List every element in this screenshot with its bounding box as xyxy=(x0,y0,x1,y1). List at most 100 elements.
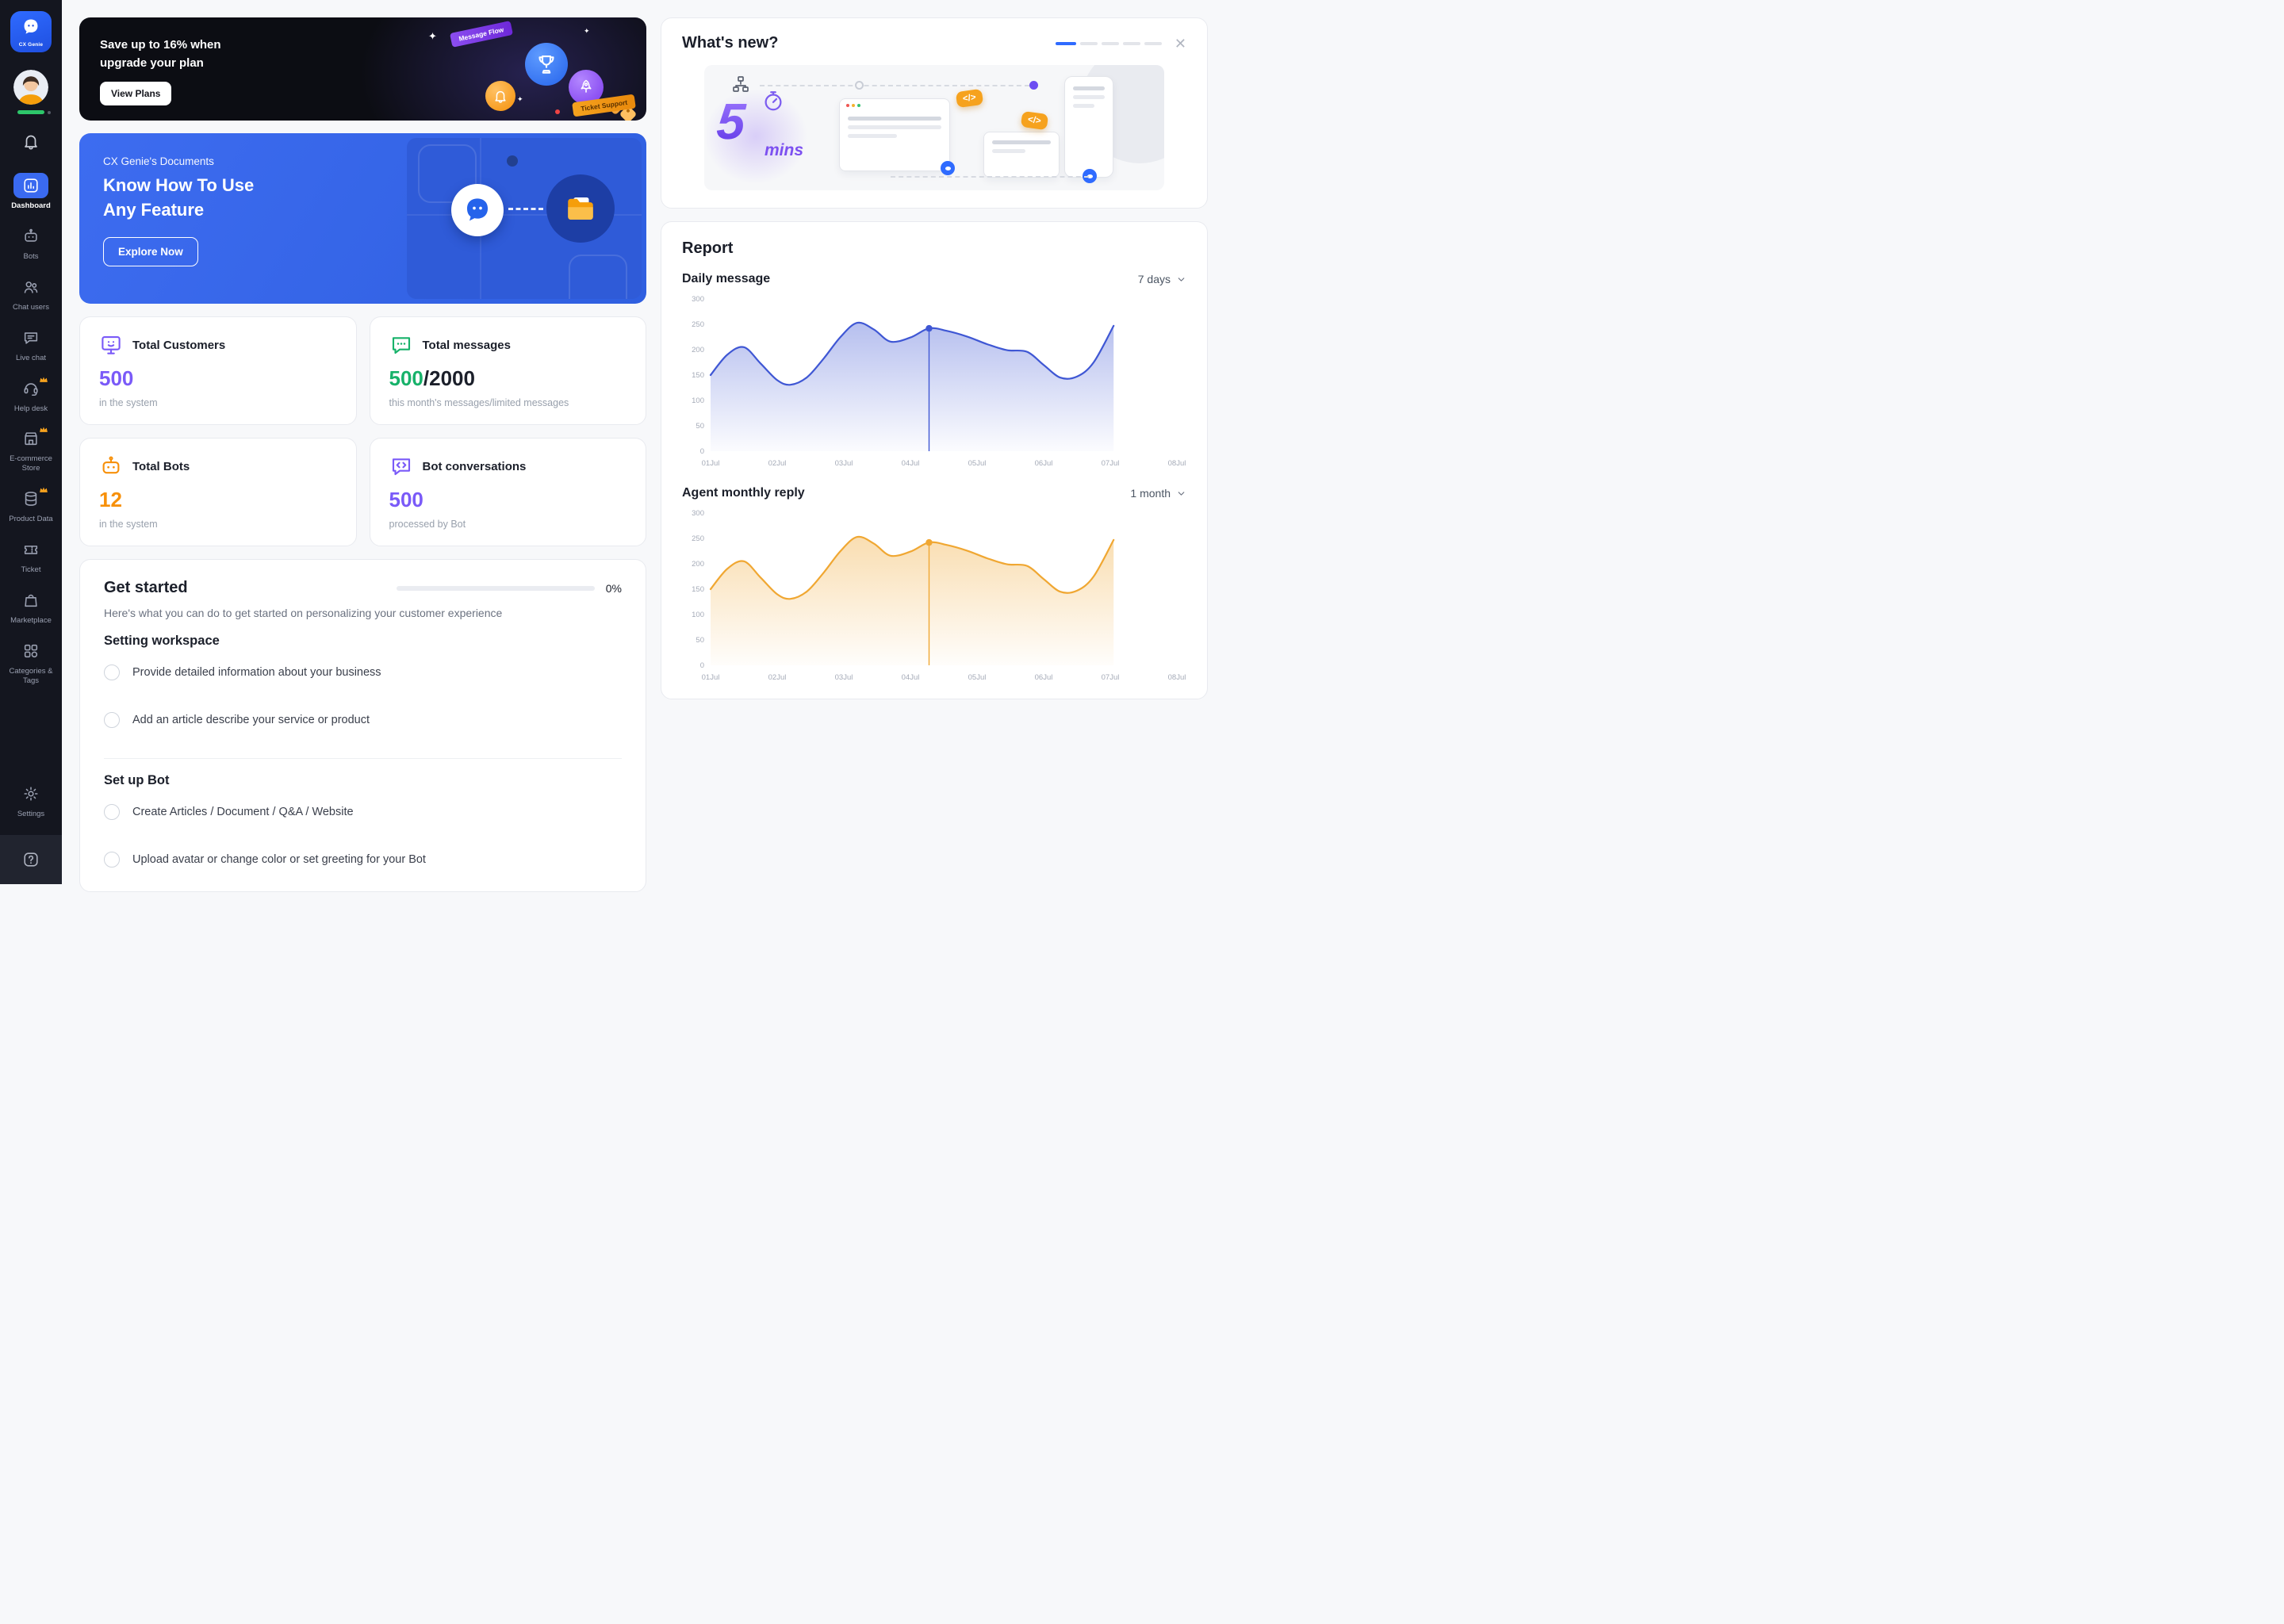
notification-bell-icon[interactable] xyxy=(21,132,40,151)
help-button[interactable] xyxy=(0,835,62,884)
sidebar-item-settings[interactable]: Settings xyxy=(0,775,62,825)
task-checkbox[interactable] xyxy=(104,804,120,820)
task-label: Provide detailed information about your … xyxy=(132,666,381,679)
get-started-progress: 0% xyxy=(396,582,622,595)
svg-text:01Jul: 01Jul xyxy=(702,459,720,468)
range-label: 7 days xyxy=(1137,273,1171,285)
task-item[interactable]: Upload avatar or change color or set gre… xyxy=(104,836,622,883)
sidebar-item-product-data[interactable]: Product Data xyxy=(0,480,62,530)
app-logo[interactable]: CX Genie xyxy=(10,11,52,52)
chart-title: Daily message xyxy=(682,272,771,285)
promo-title: Save up to 16% when upgrade your plan xyxy=(100,38,221,70)
nav-label: Categories & Tags xyxy=(9,666,53,685)
charts-container: Daily message 7 days 0 50 100 150 200 250 300 0… xyxy=(682,272,1186,686)
task-checkbox[interactable] xyxy=(104,852,120,868)
decorative-dot xyxy=(555,109,560,114)
sidebar-item-chat-users[interactable]: Chat users xyxy=(0,268,62,319)
svg-text:250: 250 xyxy=(692,320,704,329)
task-item[interactable]: Provide detailed information about your … xyxy=(104,649,622,696)
message-flow-ribbon: Message Flow xyxy=(449,21,513,48)
svg-text:08Jul: 08Jul xyxy=(1168,459,1186,468)
sidebar-item-live-chat[interactable]: Live chat xyxy=(0,319,62,370)
carousel-segment[interactable] xyxy=(1079,41,1098,45)
explore-now-button[interactable]: Explore Now xyxy=(103,236,198,266)
task-checkbox[interactable] xyxy=(104,665,120,680)
svg-text:100: 100 xyxy=(692,396,704,405)
ecommerce-icon xyxy=(22,430,40,447)
code-badge: </> xyxy=(955,88,983,109)
flowchart-icon xyxy=(731,75,750,94)
range-selector[interactable]: 1 month xyxy=(1130,487,1186,500)
stat-card-bot-conversations: Bot conversations 500 processed by Bot xyxy=(369,438,646,546)
nav-label: Bots xyxy=(23,251,39,261)
sidebar-nav: Dashboard Bots Chat users Live chat Help… xyxy=(0,167,62,692)
chart-canvas: 0 50 100 150 200 250 300 01Jul 02Jul 03Jul 04Jul 05… xyxy=(682,505,1186,686)
sidebar-item-ticket[interactable]: Ticket xyxy=(0,530,62,581)
get-started-card: Get started 0% Here's what you can do to… xyxy=(79,559,646,892)
close-icon[interactable]: ✕ xyxy=(1174,35,1186,52)
bots-icon xyxy=(99,454,123,478)
premium-crown-icon xyxy=(39,423,48,433)
chevron-down-icon xyxy=(1176,274,1186,285)
task-item[interactable]: Create Articles / Document / Q&A / Websi… xyxy=(104,788,622,836)
sidebar-item-help-desk[interactable]: Help desk xyxy=(0,370,62,420)
sidebar-item-bots[interactable]: Bots xyxy=(0,217,62,268)
connector-dashes xyxy=(508,208,543,210)
nav-label: Settings xyxy=(17,810,45,819)
browser-mockup xyxy=(839,98,955,175)
stat-value: 12 xyxy=(99,488,122,511)
stat-title: Total messages xyxy=(422,338,511,352)
five-minutes-badge: 5 mins xyxy=(715,91,812,179)
whats-new-title: What's new? xyxy=(682,34,779,52)
sidebar-item-marketplace[interactable]: Marketplace xyxy=(0,581,62,632)
product-data-icon xyxy=(22,490,40,508)
svg-text:06Jul: 06Jul xyxy=(1035,459,1053,468)
stat-caption: processed by Bot xyxy=(389,519,466,530)
nav-label: Ticket xyxy=(21,565,41,574)
get-started-subtitle: Here's what you can do to get started on… xyxy=(104,607,503,619)
carousel-segment[interactable] xyxy=(1055,41,1076,45)
nav-label: Product Data xyxy=(9,515,53,524)
nav-label: Dashboard xyxy=(11,201,51,210)
svg-text:50: 50 xyxy=(696,636,704,645)
view-plans-button[interactable]: View Plans xyxy=(100,82,172,105)
task-label: Add an article describe your service or … xyxy=(132,714,370,726)
settings-icon xyxy=(22,785,40,802)
task-checkbox[interactable] xyxy=(104,712,120,728)
marketplace-icon xyxy=(22,592,40,609)
documents-banner: CX Genie's Documents Know How To Use Any… xyxy=(79,133,646,304)
stat-card-total-customers: Total Customers 500 in the system xyxy=(79,316,357,425)
carousel-segment[interactable] xyxy=(1101,41,1119,45)
chevron-down-icon xyxy=(1176,488,1186,499)
svg-text:04Jul: 04Jul xyxy=(902,459,920,468)
usage-meter xyxy=(17,110,51,114)
premium-crown-icon xyxy=(39,483,48,492)
sidebar-item-dashboard[interactable]: Dashboard xyxy=(0,167,62,217)
range-selector[interactable]: 7 days xyxy=(1138,273,1186,285)
svg-text:04Jul: 04Jul xyxy=(902,673,920,682)
carousel-segment[interactable] xyxy=(1144,41,1162,45)
nav-label: Marketplace xyxy=(10,615,52,625)
carousel-segment[interactable] xyxy=(1122,41,1140,45)
svg-text:05Jul: 05Jul xyxy=(968,459,987,468)
section-title: Setting workspace xyxy=(104,634,220,648)
dashboard-icon xyxy=(22,177,40,194)
stat-title: Total Customers xyxy=(132,338,226,352)
avatar[interactable] xyxy=(13,70,48,105)
progress-bar xyxy=(396,585,595,591)
live-chat-icon xyxy=(22,329,40,347)
task-item[interactable]: Add an article describe your service or … xyxy=(104,696,622,744)
section-setting-workspace: Setting workspace Provide detailed infor… xyxy=(104,634,622,744)
left-column: Save up to 16% when upgrade your plan Vi… xyxy=(79,17,646,892)
docs-title: Know How To Use Any Feature xyxy=(103,175,255,220)
trophy-badge-icon xyxy=(525,43,568,86)
sidebar-item-e-commerce-store[interactable]: E-commerce Store xyxy=(0,419,62,480)
timeline-dot xyxy=(855,81,864,90)
sparkle-icon: ✦ xyxy=(517,95,523,103)
categories-icon xyxy=(22,642,40,660)
svg-text:06Jul: 06Jul xyxy=(1035,673,1053,682)
chat-users-icon xyxy=(22,278,40,296)
logo-label: CX Genie xyxy=(18,41,44,48)
sidebar-item-categories-tags[interactable]: Categories & Tags xyxy=(0,632,62,692)
stat-caption: in the system xyxy=(99,397,158,408)
